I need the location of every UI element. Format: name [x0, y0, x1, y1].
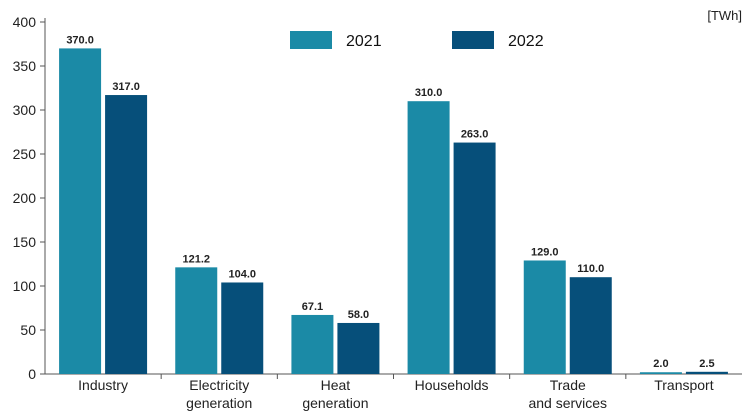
data-label: 58.0 [348, 309, 369, 321]
data-label: 104.0 [228, 268, 256, 280]
y-axis: 0 50 100 150 200 250 300 350 400 [13, 14, 46, 382]
x-tick-label: Heat generation [302, 377, 368, 411]
data-label: 129.0 [531, 246, 559, 258]
x-tick-label: Transport [654, 377, 714, 393]
y-tick-label: 300 [13, 102, 37, 118]
data-label: 310.0 [415, 87, 443, 99]
x-tick-label: Trade and services [528, 377, 607, 411]
y-tick-label: 50 [20, 322, 36, 338]
y-tick-label: 250 [13, 146, 37, 162]
legend-swatch [452, 31, 494, 49]
x-tick-label: Industry [78, 377, 128, 393]
y-tick-label: 150 [13, 234, 37, 250]
data-label: 121.2 [182, 253, 210, 265]
y-tick-label: 350 [13, 58, 37, 74]
bar-2022 [105, 95, 148, 374]
bar-2021 [523, 260, 566, 374]
x-axis: Industry Electricity generation Heat generat… [45, 373, 742, 411]
x-tick-label: Households [415, 377, 489, 393]
x-tick-label: Electricity generation [186, 377, 252, 411]
bar-2021 [291, 314, 334, 374]
data-label: 67.1 [302, 301, 323, 313]
bar-2022 [453, 142, 496, 374]
bar-2022 [685, 371, 728, 374]
legend: 2021 2022 [290, 31, 544, 50]
y-tick-label: 0 [28, 366, 36, 382]
data-label: 370.0 [66, 34, 94, 46]
data-label: 2.5 [699, 358, 714, 370]
bar-2021 [175, 267, 218, 374]
y-tick-label: 200 [13, 190, 37, 206]
y-tick-label: 400 [13, 14, 37, 30]
legend-swatch [290, 31, 332, 49]
data-label: 317.0 [112, 81, 140, 93]
unit-label: [TWh] [707, 8, 742, 23]
bars: 370.0 317.0 121.2 104.0 67.1 58.0 310.0 263.0 12… [59, 34, 728, 375]
data-label: 110.0 [577, 263, 604, 275]
bar-2021 [407, 101, 450, 374]
bar-2022 [569, 277, 612, 374]
bar-2022 [337, 322, 380, 374]
legend-label: 2021 [346, 33, 382, 50]
bar-2022 [221, 282, 264, 374]
legend-label: 2022 [508, 33, 544, 50]
bar-2021 [59, 48, 102, 375]
data-label: 263.0 [461, 129, 489, 141]
bar-2021 [639, 372, 682, 374]
data-label: 2.0 [653, 358, 668, 370]
y-tick-label: 100 [13, 278, 37, 294]
